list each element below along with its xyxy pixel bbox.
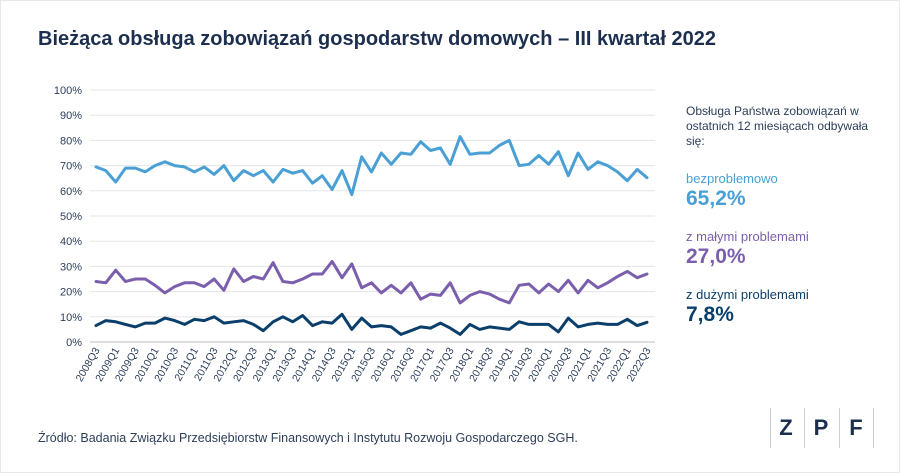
y-tick-label: 60% bbox=[60, 186, 82, 198]
logo-divider bbox=[804, 408, 805, 448]
y-tick-label: 80% bbox=[60, 135, 82, 147]
zpf-logo: Z P F bbox=[770, 408, 874, 448]
logo-divider bbox=[770, 408, 771, 448]
legend-value-no-problems: 65,2% bbox=[686, 187, 746, 210]
y-tick-label: 0% bbox=[66, 337, 82, 349]
legend-label-no-problems: bezproblemowo bbox=[686, 171, 778, 186]
chart-title: Bieżąca obsługa zobowiązań gospodarstw d… bbox=[38, 28, 716, 50]
grid-lines bbox=[90, 89, 655, 343]
logo-divider bbox=[873, 408, 874, 448]
legend-label-major-problems: z dużymi problemami bbox=[686, 287, 809, 302]
series-line-1 bbox=[94, 259, 649, 305]
y-tick-label: 90% bbox=[60, 110, 82, 122]
legend-intro: Obsługa Państwa zobowiązań w ostatnich 1… bbox=[686, 104, 869, 148]
chart-series bbox=[94, 135, 649, 336]
y-tick-label: 50% bbox=[60, 211, 82, 223]
series-line-2 bbox=[94, 312, 649, 336]
logo-letter-p: P bbox=[813, 415, 829, 440]
y-tick-label: 40% bbox=[60, 236, 82, 248]
y-tick-label: 70% bbox=[60, 161, 82, 173]
x-axis-tick-labels: 2008Q32009Q12009Q32010Q12010Q32011Q12011… bbox=[74, 345, 654, 383]
legend-value-major-problems: 7,8% bbox=[686, 303, 734, 326]
y-axis-tick-labels: 0% 10% 20% 30% 40% 50% 60% 70% 80% 90% 100% bbox=[54, 85, 82, 349]
logo-divider bbox=[839, 408, 840, 448]
series-line-0 bbox=[94, 135, 649, 197]
logo-letter-z: Z bbox=[779, 415, 793, 440]
y-tick-label: 20% bbox=[60, 287, 82, 299]
y-tick-label: 100% bbox=[54, 85, 82, 97]
legend: Obsługa Państwa zobowiązań w ostatnich 1… bbox=[686, 104, 886, 345]
y-tick-label: 10% bbox=[60, 312, 82, 324]
source-note: Źródło: Badania Związku Przedsiębiorstw … bbox=[38, 431, 578, 445]
y-tick-label: 30% bbox=[60, 261, 82, 273]
legend-value-minor-problems: 27,0% bbox=[686, 245, 746, 268]
legend-label-minor-problems: z małymi problemami bbox=[686, 229, 809, 244]
logo-letter-f: F bbox=[849, 415, 863, 440]
